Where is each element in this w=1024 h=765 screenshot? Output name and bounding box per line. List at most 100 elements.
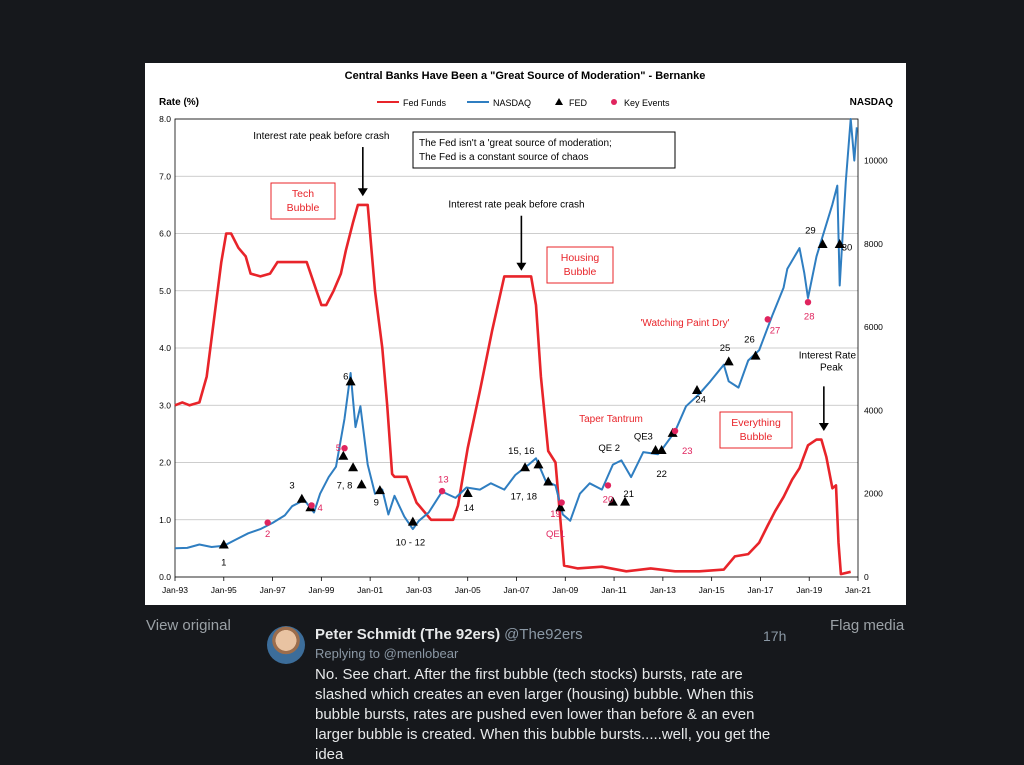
bubble-label-line: Tech bbox=[292, 188, 314, 200]
y-tick-left: 0.0 bbox=[159, 572, 171, 582]
legend-label-2: FED bbox=[569, 98, 588, 108]
fed-marker bbox=[656, 445, 667, 455]
y-tick-left: 2.0 bbox=[159, 458, 171, 468]
bubble-label-line: Everything bbox=[731, 417, 781, 429]
fed-marker bbox=[723, 356, 734, 366]
fed-marker bbox=[533, 459, 544, 469]
annotation-text: Interest Rate bbox=[799, 350, 857, 361]
replying-to-handle[interactable]: @menlobear bbox=[383, 646, 459, 661]
fed-marker-label: 6 bbox=[343, 371, 348, 382]
y-tick-left: 3.0 bbox=[159, 400, 171, 410]
key-event-label: 13 bbox=[438, 475, 449, 486]
key-event-dot bbox=[264, 519, 271, 526]
x-tick-label: Jan-09 bbox=[552, 585, 578, 595]
key-event-dot bbox=[438, 487, 446, 495]
taper-tantrum-label: Taper Tantrum bbox=[579, 414, 643, 425]
y-tick-right: 2000 bbox=[864, 489, 883, 499]
fed-marker-label: 15, 16 bbox=[508, 446, 534, 457]
callout-line: The Fed isn't a 'great source of moderat… bbox=[419, 138, 612, 149]
legend-label-0: Fed Funds bbox=[403, 98, 447, 108]
fed-marker-label: 3 bbox=[289, 480, 294, 491]
fed-marker bbox=[834, 238, 845, 248]
fed-marker-label: QE3 bbox=[634, 432, 653, 443]
fed-marker bbox=[407, 516, 418, 526]
legend-swatch-2 bbox=[555, 98, 563, 105]
timestamp[interactable]: 17h bbox=[763, 628, 787, 644]
key-event-label: 23 bbox=[682, 446, 693, 457]
fed-marker-label: 17, 18 bbox=[511, 492, 537, 503]
chart-title: Central Banks Have Been a "Great Source … bbox=[345, 70, 706, 82]
x-tick-label: Jan-15 bbox=[699, 585, 725, 595]
tweet-text: No. See chart. After the first bubble (t… bbox=[315, 666, 771, 763]
view-original-link[interactable]: View original bbox=[146, 617, 231, 634]
key-event-label: QE1 bbox=[546, 529, 565, 540]
fed-marker bbox=[338, 450, 349, 460]
key-event-label: 4 bbox=[317, 503, 322, 514]
x-tick-label: Jan-01 bbox=[357, 585, 383, 595]
chart-media[interactable]: Central Banks Have Been a "Great Source … bbox=[145, 63, 906, 605]
key-event-label: 20 bbox=[603, 495, 614, 506]
x-tick-label: Jan-93 bbox=[162, 585, 188, 595]
x-tick-label: Jan-97 bbox=[260, 585, 286, 595]
x-tick-label: Jan-05 bbox=[455, 585, 481, 595]
y-tick-right: 8000 bbox=[864, 239, 883, 249]
y-tick-right: 4000 bbox=[864, 405, 883, 415]
flag-media-link[interactable]: Flag media bbox=[830, 617, 905, 634]
avatar[interactable] bbox=[267, 626, 305, 664]
key-event-dot bbox=[308, 502, 315, 509]
left-axis-label: Rate (%) bbox=[159, 97, 199, 108]
fed-marker bbox=[555, 502, 566, 512]
x-tick-label: Jan-17 bbox=[747, 585, 773, 595]
key-event-label: 19 bbox=[550, 509, 561, 520]
fed-marker-label: 26 bbox=[744, 334, 755, 345]
key-event-dot bbox=[764, 316, 771, 323]
fed-marker-label: 7, 8 bbox=[337, 480, 353, 491]
key-event-label: 27 bbox=[770, 326, 781, 337]
x-tick-label: Jan-13 bbox=[650, 585, 676, 595]
key-event-label: 2 bbox=[265, 529, 270, 540]
fed-marker-label: 24 bbox=[695, 394, 706, 405]
annotation-text: Interest rate peak before crash bbox=[253, 131, 389, 142]
y-tick-left: 1.0 bbox=[159, 515, 171, 525]
y-tick-left: 5.0 bbox=[159, 286, 171, 296]
x-tick-label: Jan-19 bbox=[796, 585, 822, 595]
x-tick-label: Jan-07 bbox=[504, 585, 530, 595]
bubble-label-line: Bubble bbox=[287, 202, 320, 214]
annotation-arrowhead bbox=[357, 188, 368, 197]
callout-line: The Fed is a constant source of chaos bbox=[419, 152, 589, 163]
fed-marker bbox=[817, 238, 828, 248]
legend-label-3: Key Events bbox=[624, 98, 670, 108]
fed-marker-label: QE 2 bbox=[598, 443, 620, 454]
bubble-label-box bbox=[719, 411, 793, 449]
y-tick-right: 0 bbox=[864, 572, 869, 582]
key-event-dot bbox=[558, 499, 565, 506]
series-line-fed-funds bbox=[174, 203, 851, 576]
display-name[interactable]: Peter Schmidt (The 92ers) bbox=[315, 626, 501, 643]
fed-marker bbox=[750, 350, 761, 360]
x-tick-label: Jan-95 bbox=[211, 585, 237, 595]
key-event-label: 28 bbox=[804, 311, 815, 322]
y-tick-right: 10000 bbox=[864, 156, 888, 166]
fed-marker bbox=[296, 493, 307, 503]
annotation-text: Interest rate peak before crash bbox=[448, 200, 584, 211]
callout-box bbox=[412, 131, 676, 169]
y-tick-right: 6000 bbox=[864, 322, 883, 332]
fed-marker-label: 10 - 12 bbox=[396, 538, 426, 549]
y-tick-left: 7.0 bbox=[159, 171, 171, 181]
rate-nasdaq-chart: Central Banks Have Been a "Great Source … bbox=[159, 70, 893, 595]
fed-marker bbox=[620, 496, 631, 506]
x-tick-label: Jan-99 bbox=[308, 585, 334, 595]
x-tick-label: Jan-03 bbox=[406, 585, 432, 595]
fed-marker-label: 14 bbox=[464, 503, 475, 514]
key-event-dot bbox=[804, 299, 812, 306]
fed-marker-label: 29 bbox=[805, 226, 816, 237]
fed-marker-label: 9 bbox=[374, 497, 379, 508]
fed-marker-label: 1 bbox=[221, 558, 226, 569]
annotation-arrowhead bbox=[516, 262, 527, 271]
series-line-nasdaq bbox=[174, 118, 858, 550]
watching-paint-dry-label: 'Watching Paint Dry' bbox=[640, 318, 729, 329]
x-tick-label: Jan-11 bbox=[601, 585, 627, 595]
handle[interactable]: @The92ers bbox=[504, 626, 583, 643]
fed-marker bbox=[462, 487, 473, 497]
annotation-arrowhead bbox=[818, 423, 829, 432]
